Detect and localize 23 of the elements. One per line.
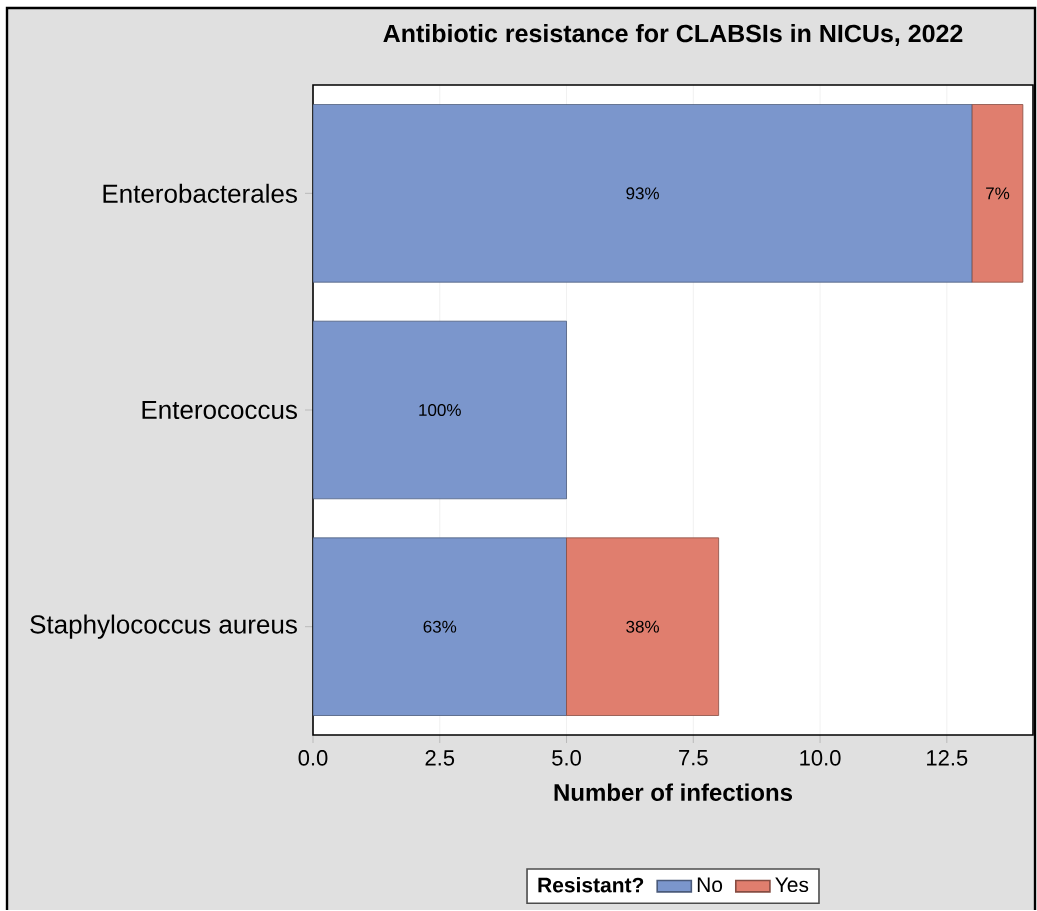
annotation: 7% bbox=[986, 187, 1010, 200]
x-tick-label: 7.5 bbox=[679, 750, 708, 766]
bar bbox=[971, 104, 1024, 283]
y-tick-label: Enterococcus bbox=[142, 400, 297, 419]
legend-label: Yes bbox=[775, 877, 809, 893]
y-tick-label: Enterobacterales bbox=[103, 183, 297, 203]
annotation: 100% bbox=[419, 403, 461, 416]
bar bbox=[313, 537, 567, 716]
annotation: 63% bbox=[423, 620, 457, 633]
legend-title: Resistant? bbox=[538, 876, 644, 893]
x-tick-label: 12.5 bbox=[927, 750, 968, 766]
annotation: 38% bbox=[626, 620, 659, 633]
bar bbox=[313, 320, 567, 500]
x-tick-label: 2.5 bbox=[425, 750, 455, 766]
x-tick-label: 10.0 bbox=[800, 750, 841, 766]
annotation: 93% bbox=[626, 187, 659, 200]
x-axis-title: Number of infections bbox=[554, 783, 793, 801]
bar bbox=[566, 537, 720, 716]
y-tick-label: Staphylococcus aureus bbox=[30, 614, 297, 639]
x-tick-label: 5.0 bbox=[552, 750, 581, 766]
legend-label: No bbox=[697, 877, 723, 893]
x-tick-label: 0.0 bbox=[298, 750, 328, 766]
chart-title: Antibiotic resistance for CLABSIs in NICUs, 2022 bbox=[383, 23, 963, 46]
